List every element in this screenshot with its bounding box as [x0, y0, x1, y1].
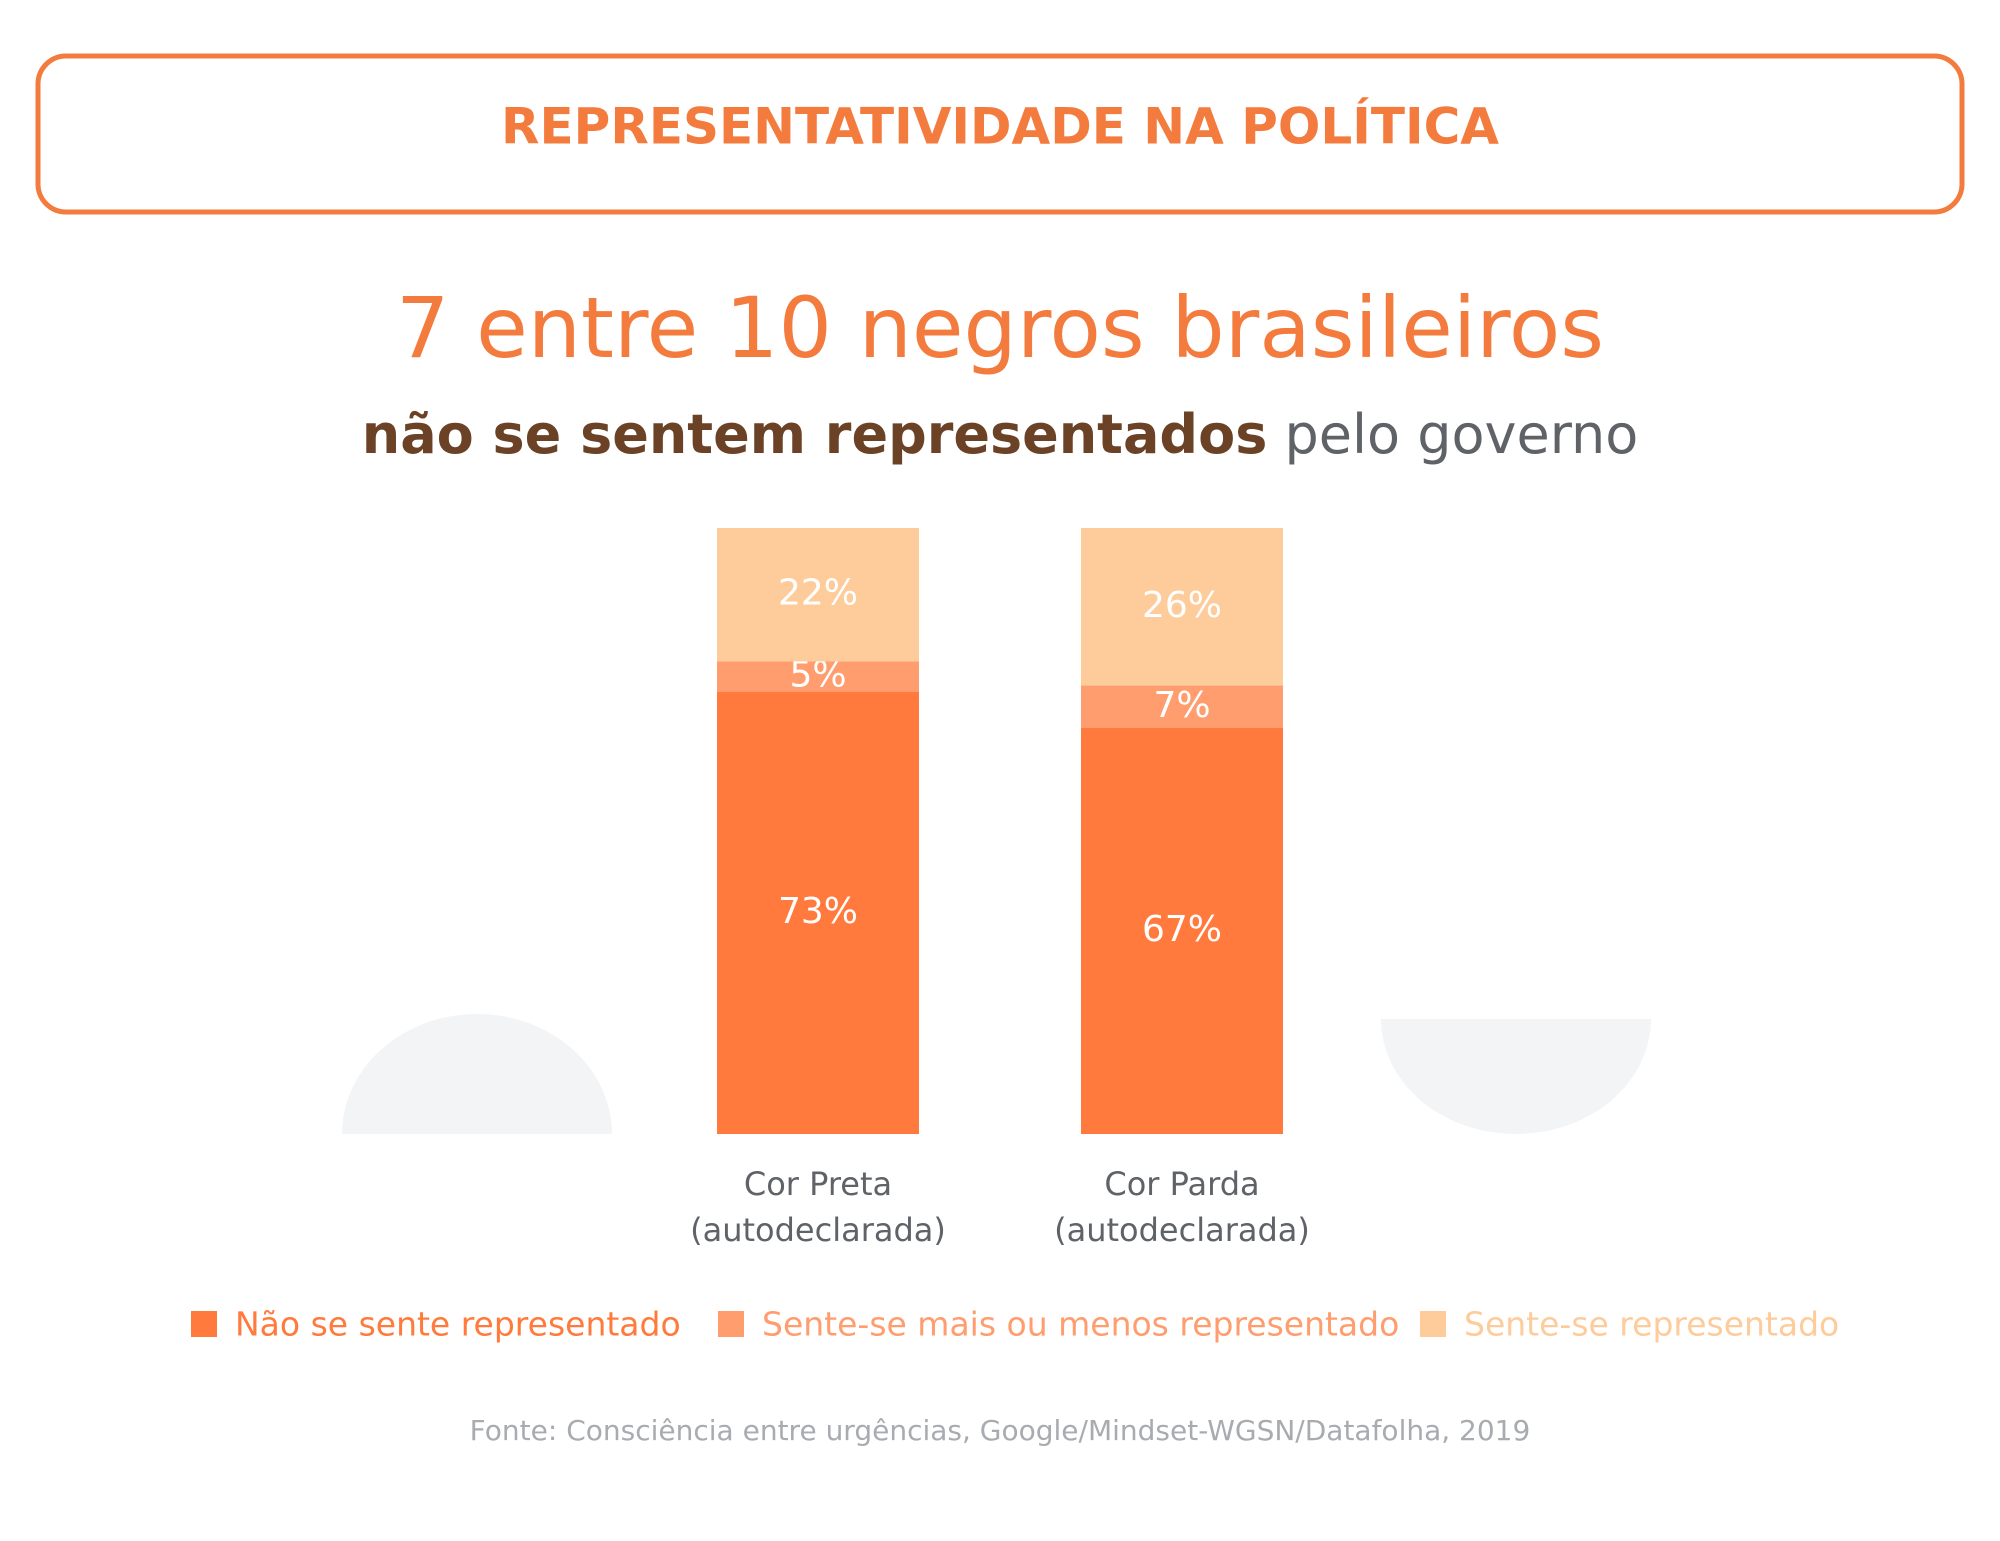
subtitle-bold: não se sentem representados — [362, 403, 1268, 466]
bar-segment — [717, 661, 919, 692]
header-box — [35, 53, 1965, 215]
x-tick-label: Cor Parda — [1104, 1165, 1259, 1203]
bar-segment — [717, 691, 919, 1134]
subtitle: não se sentem representados pelo governo — [362, 403, 1638, 466]
bar-segment — [1081, 685, 1283, 728]
bar-segment — [717, 528, 919, 662]
legend-swatch — [718, 1311, 744, 1337]
decor-right — [1381, 1019, 1651, 1134]
source: Fonte: Consciência entre urgências, Goog… — [470, 1414, 1531, 1447]
x-tick-label: (autodeclarada) — [690, 1211, 946, 1249]
subtitle-rest: pelo governo — [1285, 403, 1639, 466]
value-label: 67% — [1142, 909, 1222, 950]
value-label: 26% — [1142, 585, 1222, 626]
legend-label: Sente-se representado — [1464, 1305, 1839, 1344]
legend-label: Sente-se mais ou menos representado — [762, 1305, 1399, 1344]
legend-swatch — [191, 1311, 217, 1337]
decor-left — [342, 1014, 612, 1134]
x-tick-label: (autodeclarada) — [1054, 1211, 1310, 1249]
value-label: 7% — [1153, 685, 1210, 726]
bar-segment — [1081, 727, 1283, 1134]
legend-label: Não se sente representado — [235, 1305, 681, 1344]
value-label: 73% — [778, 891, 858, 932]
value-label: 22% — [778, 573, 858, 614]
bar-segment — [1081, 528, 1283, 686]
x-tick-label: Cor Preta — [744, 1165, 892, 1203]
header-title: REPRESENTATIVIDADE NA POLÍTICA — [501, 97, 1499, 156]
legend-swatch — [1420, 1311, 1446, 1337]
headline: 7 entre 10 negros brasileiros — [396, 279, 1604, 377]
